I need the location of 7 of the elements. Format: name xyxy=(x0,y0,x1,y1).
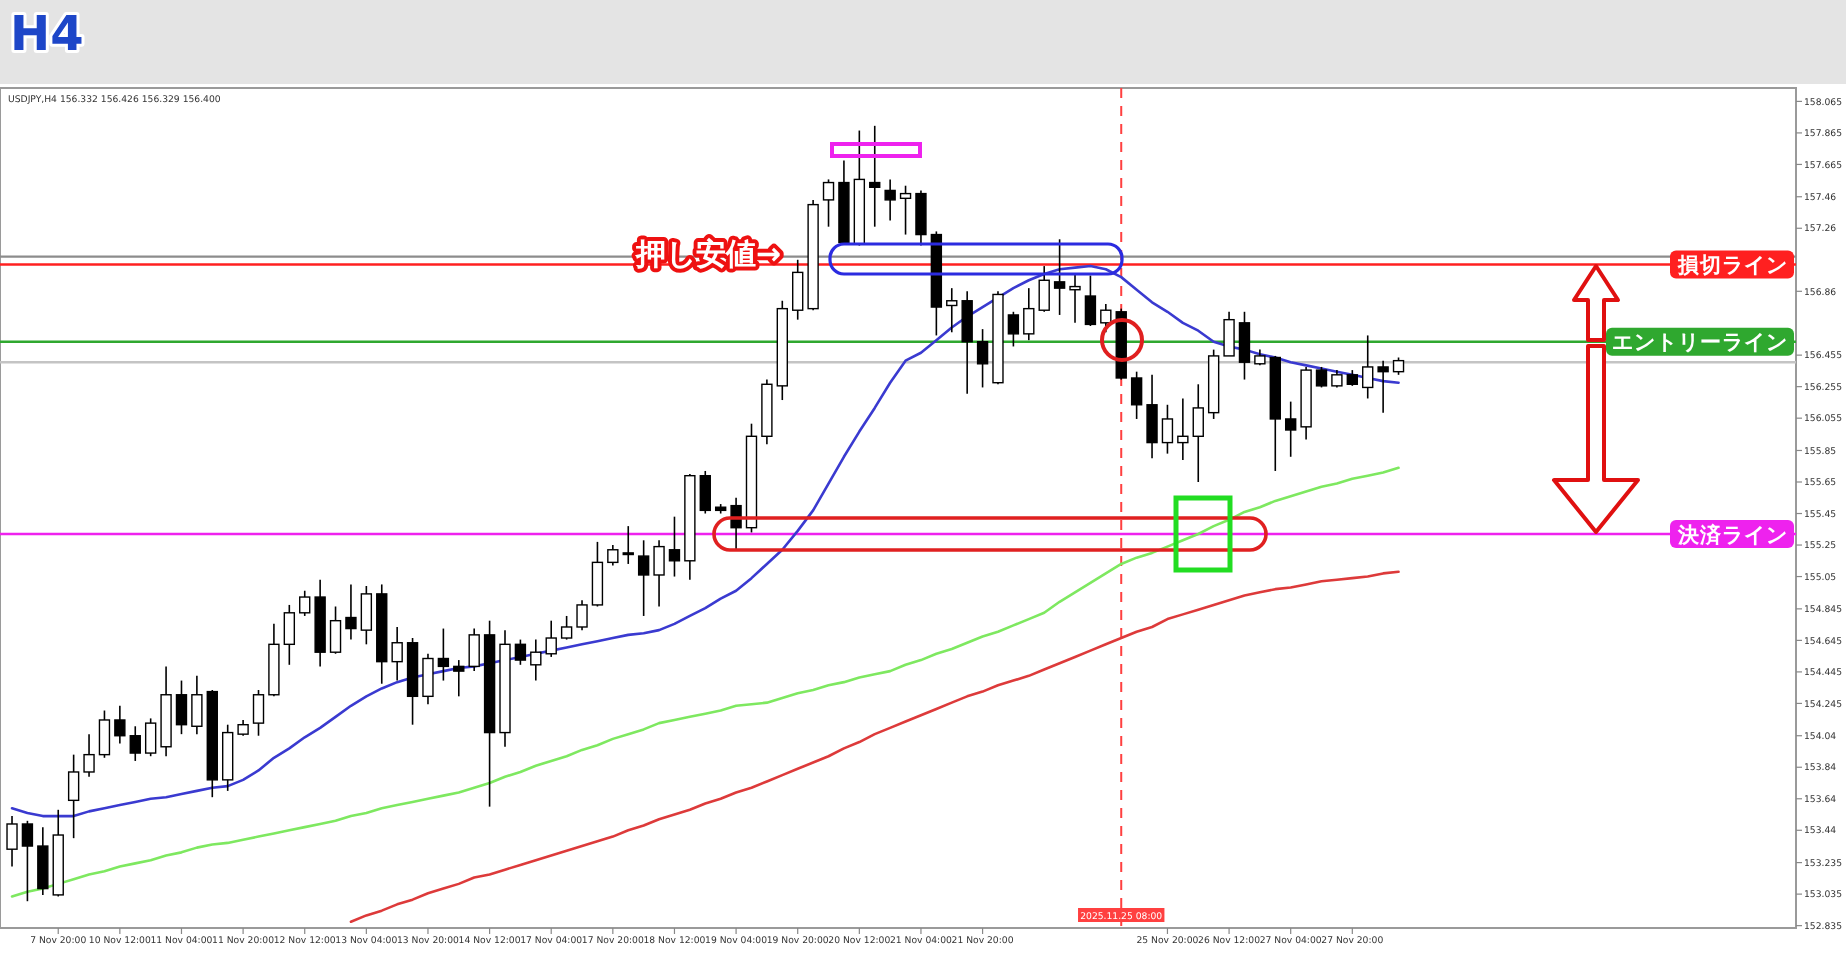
ref-line-label: 損切ライン xyxy=(1676,252,1788,279)
chart-title: H4 xyxy=(10,6,84,62)
ref-line-label: エントリーライン xyxy=(1612,331,1788,356)
ref-line-label: 決済ライン xyxy=(1676,521,1788,548)
line-series xyxy=(10,466,1400,898)
line-series xyxy=(349,570,1400,923)
annotation: 押し安値→ xyxy=(634,236,782,272)
